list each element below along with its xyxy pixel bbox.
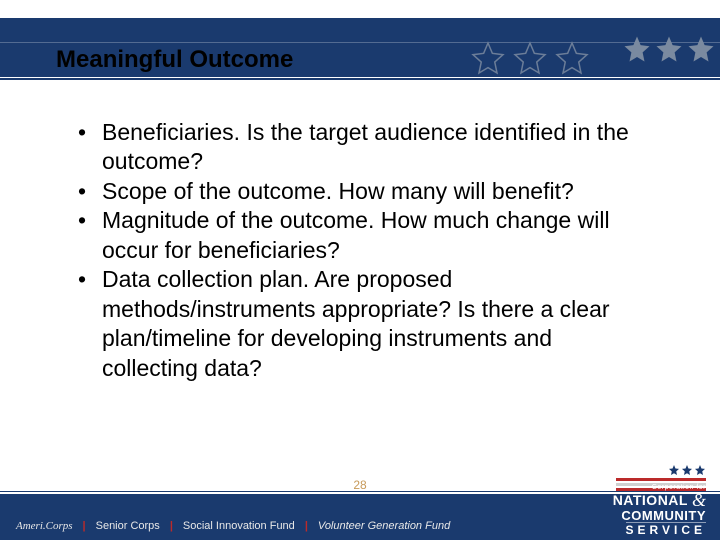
logo-line: SERVICE — [626, 522, 706, 536]
logo-row: NATIONAL & — [613, 491, 706, 509]
list-item: Magnitude of the outcome. How much chang… — [70, 206, 650, 265]
stripe — [616, 478, 706, 481]
star-icon — [681, 464, 693, 476]
list-item: Scope of the outcome. How many will bene… — [70, 177, 650, 206]
footer-logo: Corporation for NATIONAL & COMMUNITY SER… — [613, 484, 706, 536]
footer-band: Ameri.Corps | Senior Corps | Social Inno… — [0, 494, 720, 540]
bullet-list: Beneficiaries. Is the target audience id… — [70, 118, 650, 383]
header-line — [0, 77, 720, 78]
star-icon — [668, 464, 680, 476]
separator: | — [170, 520, 173, 532]
star-icon — [622, 34, 652, 64]
star-icon — [686, 34, 716, 64]
page-title: Meaningful Outcome — [56, 46, 293, 74]
logo-line: COMMUNITY — [621, 509, 706, 522]
logo-ampersand: & — [692, 491, 706, 509]
footer-programs: Ameri.Corps | Senior Corps | Social Inno… — [16, 520, 450, 532]
decorative-stars-outline — [470, 40, 590, 76]
star-icon — [554, 40, 590, 76]
star-icon — [470, 40, 506, 76]
program-name: Ameri.Corps — [16, 520, 73, 532]
list-item: Data collection plan. Are proposed metho… — [70, 265, 650, 383]
program-name: Social Innovation Fund — [183, 520, 295, 532]
header-line — [0, 42, 720, 43]
decorative-stars-solid — [622, 34, 716, 64]
page-number: 28 — [353, 478, 366, 492]
star-icon — [512, 40, 548, 76]
star-icon — [694, 464, 706, 476]
header-band: Meaningful Outcome — [0, 18, 720, 80]
program-name: Volunteer Generation Fund — [318, 520, 450, 532]
program-name: Senior Corps — [96, 520, 160, 532]
list-item: Beneficiaries. Is the target audience id… — [70, 118, 650, 177]
logo-line: NATIONAL — [613, 493, 688, 507]
flag-stars — [668, 464, 706, 476]
separator: | — [305, 520, 308, 532]
separator: | — [83, 520, 86, 532]
star-icon — [654, 34, 684, 64]
content-area: Beneficiaries. Is the target audience id… — [70, 118, 650, 383]
